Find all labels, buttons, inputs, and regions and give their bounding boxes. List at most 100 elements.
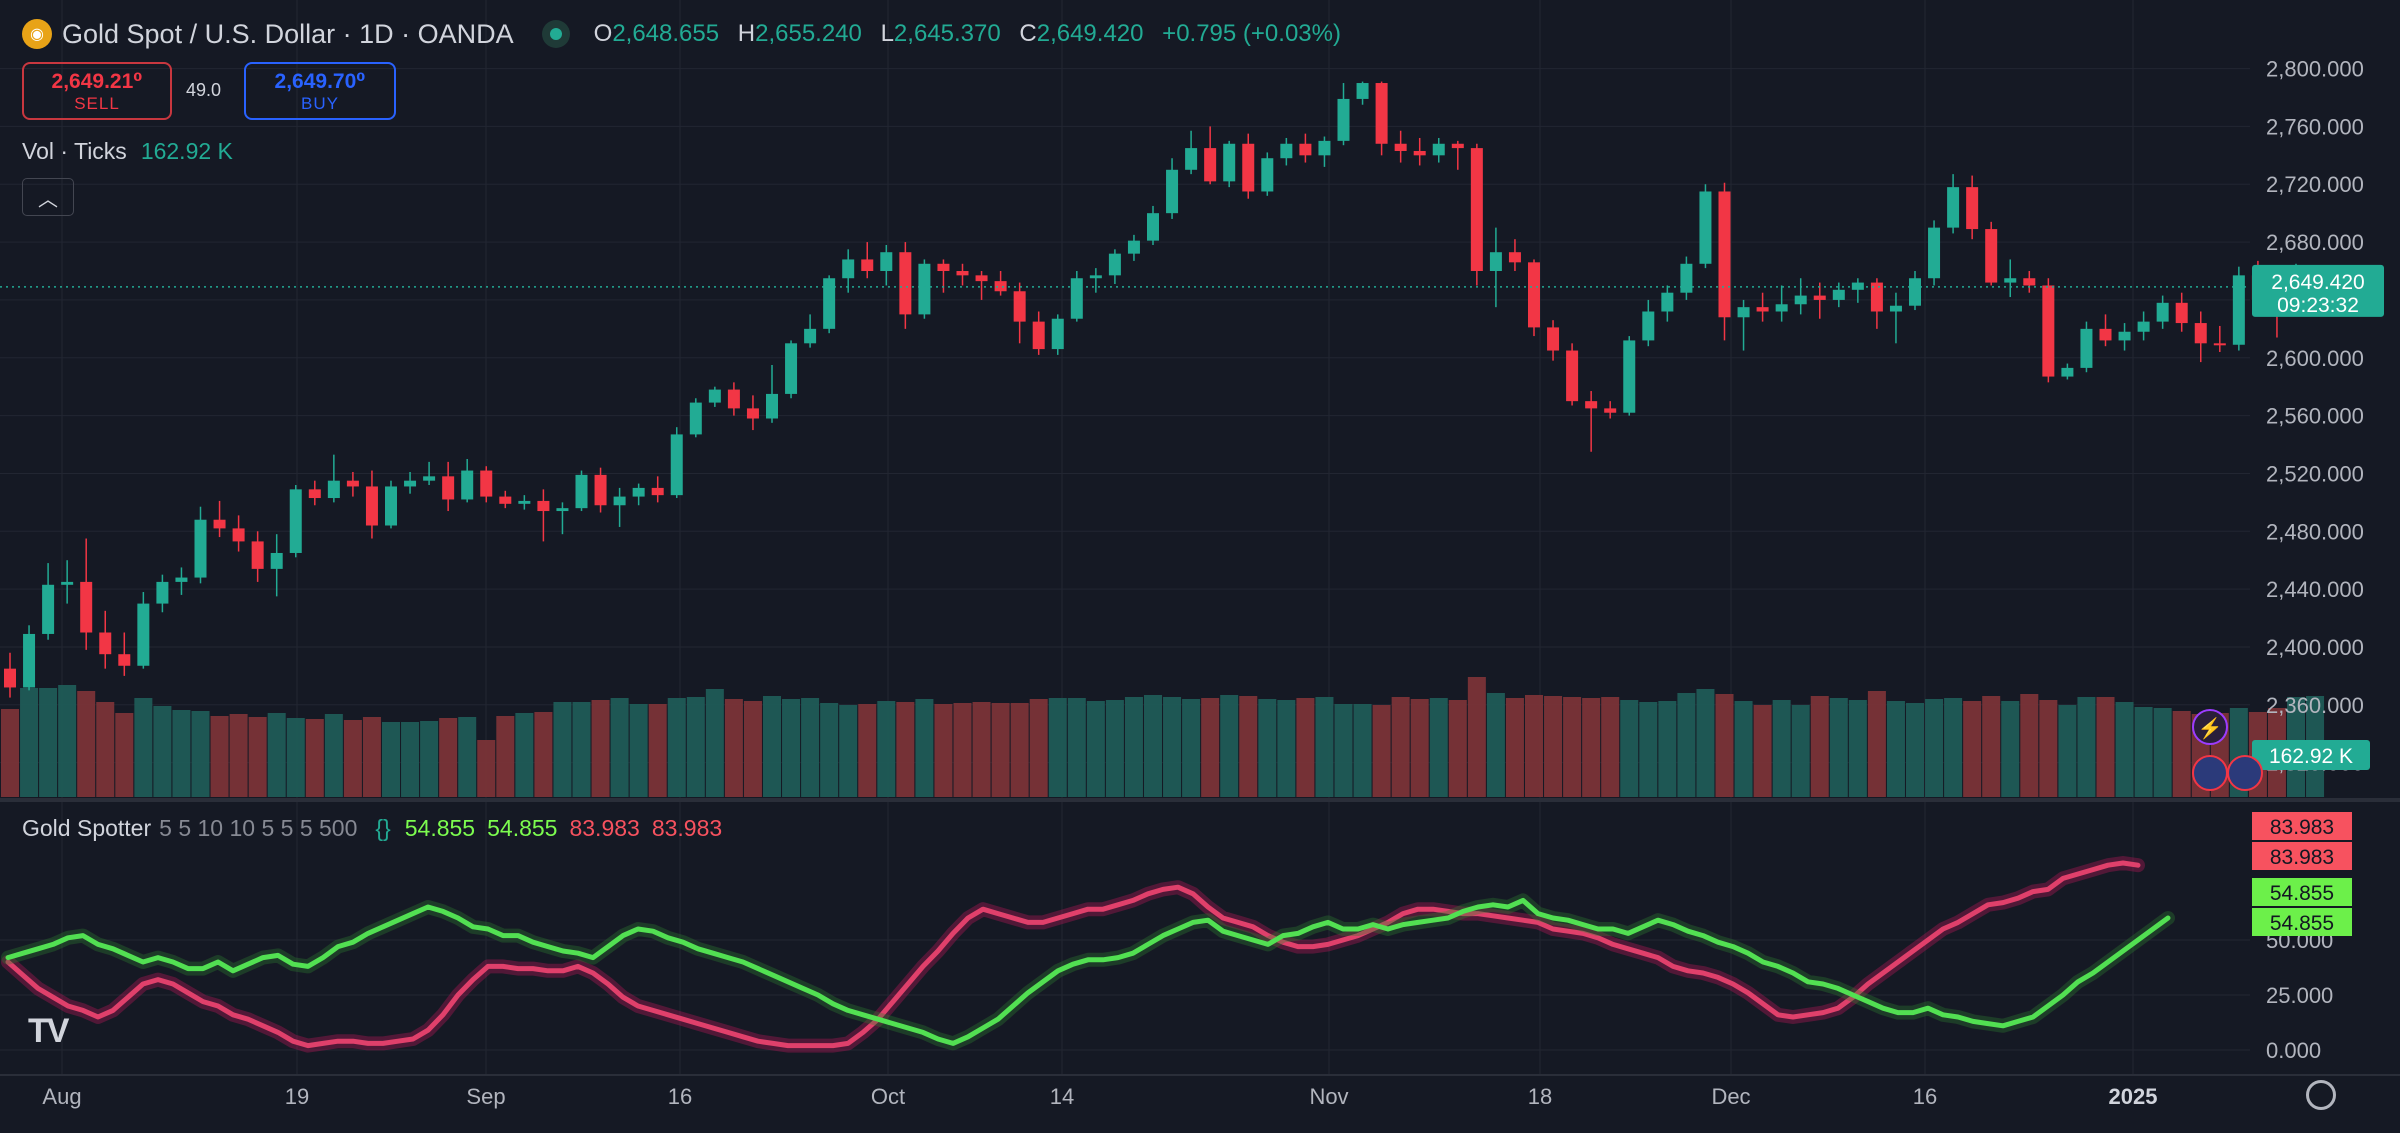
candle-body [823,278,836,329]
volume-bar [1944,698,1963,797]
candle-body [442,476,455,500]
volume-bar [1925,699,1944,797]
time-tick-label: Nov [1309,1084,1348,1109]
candle-body [1070,278,1083,319]
source-code-icon[interactable]: {} [375,815,391,841]
candle-body [2194,323,2207,344]
volume-bar [439,718,458,797]
candle-body [1737,307,1750,318]
candle-body [1242,143,1255,192]
symbol-title[interactable]: Gold Spot / U.S. Dollar · 1D · OANDA [62,18,514,49]
candle-body [461,470,474,500]
candle-body [404,480,417,487]
gold-coin-icon: ◉ [22,19,52,49]
volume-bar [1601,697,1620,797]
candle-body [1318,140,1331,156]
volume-bar [1658,701,1677,797]
candle-body [1051,318,1064,350]
price-tick-label: 2,360.000 [2266,693,2364,718]
candle-body [670,434,683,496]
candle-body [1223,143,1236,182]
candle-body [270,552,283,569]
volume-bar [96,702,115,797]
volume-bar [496,716,515,797]
settings-gear-icon[interactable] [2306,1080,2336,1110]
candle-body [499,496,512,504]
volume-bar [553,702,572,797]
candle-body [1089,275,1102,279]
candle-body [2099,328,2112,341]
indicator-legend[interactable]: Gold Spotter 5 5 10 10 5 5 5 500 {} 54.855 5… [22,815,734,842]
low-key: L [880,20,894,47]
oscillator [1,856,2175,1053]
candle-body [1756,307,1769,312]
volume-bar [896,702,915,797]
candle-body [575,474,588,509]
time-tick-label: Aug [42,1084,81,1109]
candle-body [632,487,645,497]
time-tick-label: Sep [466,1084,505,1109]
sell-label: SELL [74,93,120,113]
countdown-label: 09:23:32 [2277,294,2359,317]
volume-bar [210,716,229,797]
candle-body [1699,191,1712,264]
candlesticks [4,81,2322,698]
volume-bar [20,688,39,797]
collapse-legend-button[interactable]: ︿ [22,178,74,216]
candle-body [23,633,36,688]
candle-body [1832,289,1845,300]
candle-body [423,476,436,481]
candle-body [785,343,798,394]
volume-bar [2153,708,2172,797]
tradingview-logo-icon[interactable]: TV [28,1012,69,1050]
volume-tag [2252,740,2370,770]
candle-body [1204,148,1217,182]
osc-value-tag-label: 83.983 [2270,816,2334,839]
volume-bar [1124,697,1143,797]
time-tick-label: 18 [1528,1084,1552,1109]
candle-body [1870,282,1883,312]
volume-bar [458,717,477,797]
candle-body [1185,148,1198,170]
us-flag-icon [2192,755,2228,791]
volume-bar [1201,698,1220,797]
candle-body [1566,350,1579,402]
volume-bar [1144,695,1162,797]
volume-bar [667,698,686,797]
buy-button[interactable]: 2,649.70⁰ BUY [244,62,396,120]
candle-body [1623,340,1636,413]
volume-bar [2172,711,2191,797]
osc-value-tag [2252,908,2352,936]
volume-bar [972,702,991,797]
candle-body [308,489,321,499]
candle-body [1127,240,1140,254]
price-tick-label: 2,680.000 [2266,230,2364,255]
sell-button[interactable]: 2,649.21⁰ SELL [22,62,172,120]
candle-body [4,668,16,688]
volume-bar [2039,700,2058,797]
volume-bar [1258,699,1277,797]
volume-legend-name: Vol · Ticks [22,138,127,164]
volume-legend[interactable]: Vol · Ticks 162.92 K [22,138,233,165]
candle-body [861,259,874,272]
indicator-value-3: 83.983 [569,815,640,841]
volume-bar [1296,698,1315,797]
candle-body [1032,321,1045,350]
osc-value-tag [2252,878,2352,906]
volume-bar [839,705,858,797]
volume-bar [248,717,267,797]
volume-bar [934,704,953,797]
volume-bar [1620,700,1639,797]
candle-body [42,584,55,634]
price-tick-label: 2,440.000 [2266,577,2364,602]
candle-body [2042,285,2055,377]
volume-bar [477,740,496,797]
candle-body [1013,291,1026,322]
volume-bar [915,699,934,797]
volume-bar [2115,702,2134,797]
indicator-value-4: 83.983 [651,815,723,841]
candle-body [2118,331,2131,341]
volume-bar [1772,700,1791,797]
candle-body [365,486,378,526]
